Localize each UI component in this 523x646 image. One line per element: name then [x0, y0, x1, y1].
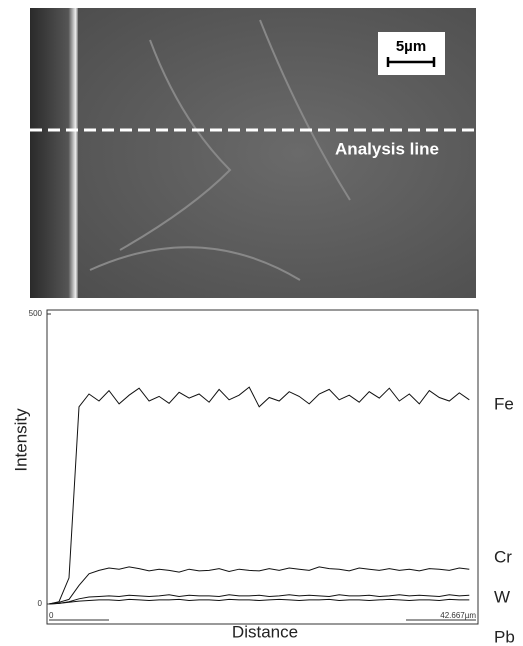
annotation: Analysis line [335, 139, 439, 158]
legend-label: W [494, 587, 510, 606]
x-tick-label: 0 [49, 611, 54, 620]
scale-box [378, 32, 445, 75]
legend-label: Fe [494, 394, 514, 413]
x-axis-label: Distance [232, 622, 298, 641]
y-axis-label: Intensity [11, 408, 30, 472]
x-tick-label: 42.667µm [440, 611, 476, 620]
y-tick-label: 500 [29, 309, 43, 318]
series-line [48, 594, 470, 605]
sem-image: Analysis line 5µm [30, 8, 476, 298]
scale-label: 5µm [396, 38, 426, 55]
series-line [48, 386, 470, 605]
grain-boundary [89, 19, 351, 281]
sample-edge [30, 8, 78, 298]
legend-label: Pb [494, 627, 515, 646]
scale-bar [386, 57, 436, 67]
legend-label: Cr [494, 547, 512, 566]
plot-frame [46, 309, 479, 625]
series-line [48, 598, 470, 605]
series-line [48, 566, 470, 605]
y-tick-label: 0 [38, 599, 43, 608]
